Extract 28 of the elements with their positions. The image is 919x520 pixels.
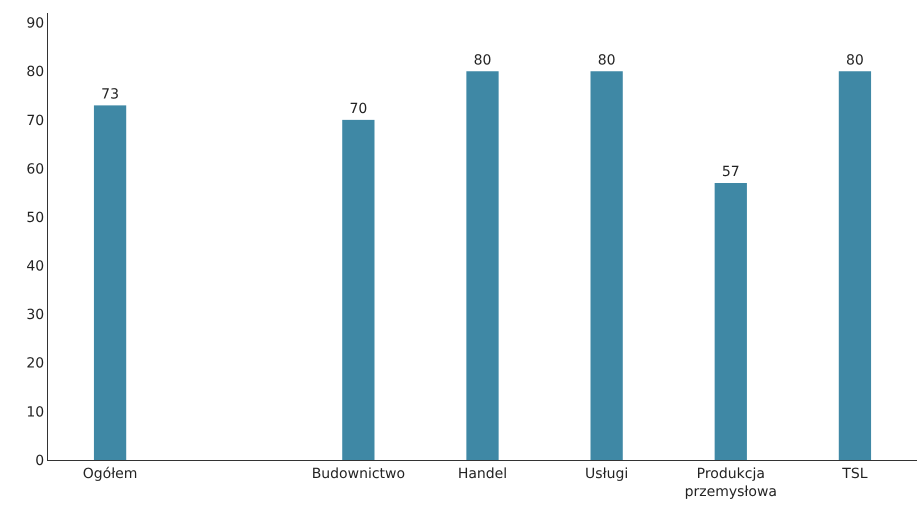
bar [838,71,872,460]
bar [466,71,499,460]
data-label: 73 [101,86,119,102]
y-tick-label: 30 [26,307,44,324]
y-tick-label: 90 [26,16,44,32]
x-tick-label: Handel [458,466,508,482]
y-tick-label: 0 [35,452,44,469]
y-tick-label: 70 [26,112,44,129]
data-label: 70 [349,100,368,117]
data-label: 80 [598,52,616,68]
bar [342,120,374,460]
x-tick-label: TSL [841,466,868,482]
x-tick-label: Ogółem [82,466,138,482]
y-tick-label: 40 [26,258,44,275]
bar [714,183,747,460]
y-tick-label: 10 [26,404,44,420]
data-label: 80 [474,52,492,68]
y-tick-label: 50 [26,210,44,226]
x-tick-label: Produkcja przemysłowa [684,466,777,500]
bar [94,105,126,460]
y-tick-label: 20 [26,356,44,372]
data-label: 57 [722,164,740,180]
y-tick-label: 60 [26,161,44,178]
y-tick-label: 80 [26,64,44,80]
bar [590,71,623,460]
x-tick-label: Usługi [585,466,628,482]
data-label: 80 [846,52,864,68]
x-tick-label: Budownictwo [312,466,406,482]
